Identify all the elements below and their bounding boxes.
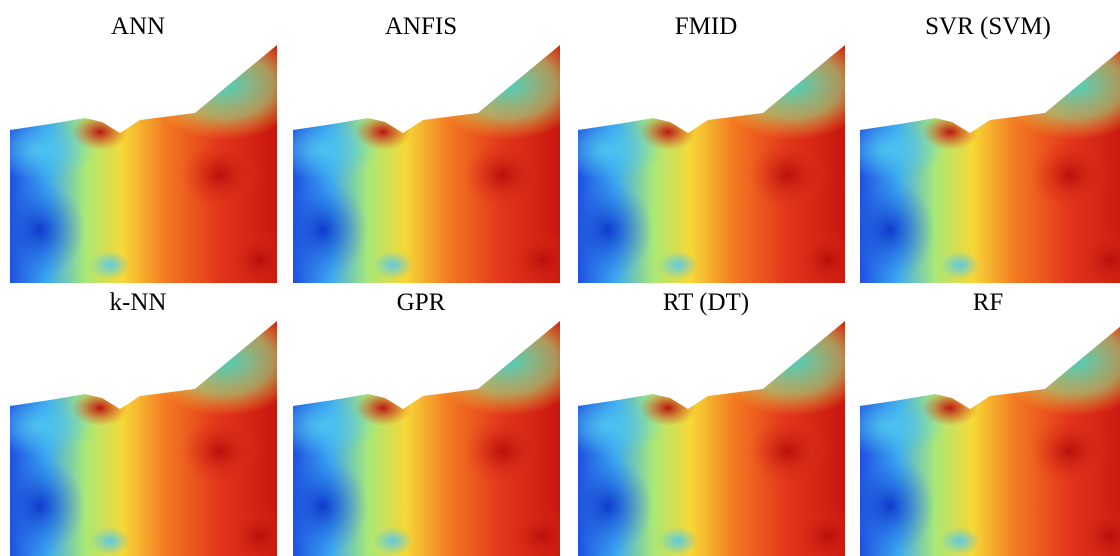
map-panel: FMID [578, 13, 845, 283]
map-region [940, 527, 980, 555]
map-region [72, 114, 128, 150]
map-region [373, 251, 413, 279]
map-region [180, 140, 260, 210]
map-region [355, 390, 411, 426]
map-panel: ANFIS [293, 13, 560, 283]
map-panel: ANN [10, 13, 277, 283]
prediction-map [860, 45, 1120, 283]
map-region [658, 251, 698, 279]
map-region [10, 180, 85, 280]
map-region [1075, 506, 1120, 556]
map-region [72, 390, 128, 426]
panel-title: FMID [675, 13, 738, 40]
map-region [355, 114, 411, 150]
panel-title: SVR (SVM) [925, 13, 1051, 40]
map-region [578, 456, 653, 556]
prediction-map [578, 45, 845, 283]
map-region [748, 416, 828, 486]
map-panel: RT (DT) [578, 289, 845, 556]
map-region [428, 321, 560, 416]
map-panel: k-NN [10, 289, 277, 556]
map-region [713, 45, 845, 140]
map-region [225, 506, 277, 556]
prediction-map [578, 321, 845, 556]
map-region [90, 527, 130, 555]
map-region [578, 180, 653, 280]
map-region [293, 120, 378, 180]
map-region [463, 140, 543, 210]
panel-title: RT (DT) [663, 289, 749, 316]
map-region [10, 120, 95, 180]
panel-title: ANFIS [385, 13, 457, 40]
map-region [293, 456, 368, 556]
map-region [860, 456, 935, 556]
map-region [293, 180, 368, 280]
map-region [640, 390, 696, 426]
prediction-map [10, 321, 277, 556]
map-region [463, 416, 543, 486]
map-region [860, 180, 935, 280]
prediction-map [293, 45, 560, 283]
map-region [793, 506, 845, 556]
map-region [658, 527, 698, 555]
map-region [10, 456, 85, 556]
panel-title: ANN [111, 13, 165, 40]
map-region [145, 321, 277, 416]
prediction-map [10, 45, 277, 283]
map-region [922, 114, 978, 150]
map-region [145, 45, 277, 140]
map-region [713, 321, 845, 416]
map-region [508, 230, 560, 283]
map-region [293, 396, 378, 456]
map-region [10, 396, 95, 456]
prediction-map [860, 321, 1120, 556]
map-region [640, 114, 696, 150]
map-region [578, 396, 663, 456]
map-region [1030, 140, 1110, 210]
map-panel: GPR [293, 289, 560, 556]
map-region [748, 140, 828, 210]
map-region [578, 120, 663, 180]
map-region [225, 230, 277, 283]
map-region [180, 416, 260, 486]
panel-title: GPR [397, 289, 446, 316]
map-region [373, 527, 413, 555]
map-region [793, 230, 845, 283]
prediction-map [293, 321, 560, 556]
panel-title: k-NN [110, 289, 167, 316]
map-region [428, 45, 560, 140]
map-region [860, 396, 945, 456]
map-region [508, 506, 560, 556]
map-region [90, 251, 130, 279]
map-region [940, 251, 980, 279]
panel-title: RF [973, 289, 1004, 316]
map-region [860, 120, 945, 180]
map-region [1030, 416, 1110, 486]
map-panel: SVR (SVM) [860, 13, 1120, 283]
map-region [1075, 230, 1120, 283]
map-region [922, 390, 978, 426]
panel-grid: ANN ANFIS FMID SVR (SVM) k-NN GPR RT (DT) RF [10, 13, 1120, 556]
map-panel: RF [860, 289, 1120, 556]
